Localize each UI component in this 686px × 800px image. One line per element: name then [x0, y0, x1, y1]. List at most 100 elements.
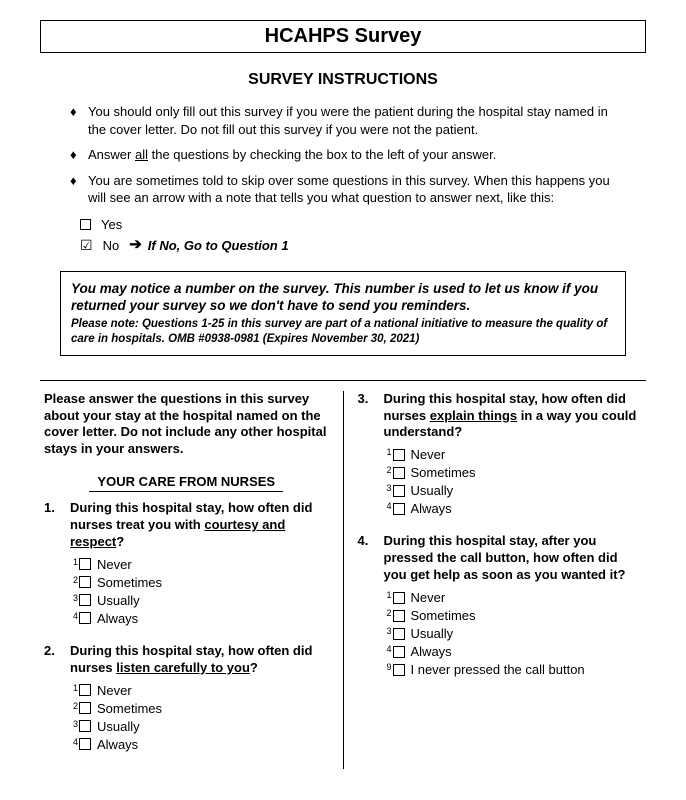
checkbox-icon[interactable]	[79, 576, 91, 588]
intro-text: Please answer the questions in this surv…	[44, 391, 329, 459]
checkbox-icon[interactable]	[393, 485, 405, 497]
checkbox-icon[interactable]	[393, 503, 405, 515]
option-sup: 4	[384, 502, 392, 511]
instruction-bullets: ♦ You should only fill out this survey i…	[70, 103, 616, 207]
option-label: Usually	[411, 483, 454, 498]
answer-option[interactable]: 4Always	[70, 737, 329, 752]
option-sup: 3	[70, 594, 78, 603]
text-underline: explain things	[430, 408, 517, 423]
skip-instruction: If No, Go to Question 1	[148, 236, 289, 256]
left-column: Please answer the questions in this surv…	[40, 391, 344, 769]
bullet-item: ♦ Answer all the questions by checking t…	[70, 146, 616, 164]
answer-option[interactable]: 2 Sometimes	[70, 575, 329, 590]
option-label: Always	[97, 611, 138, 626]
checkbox-icon[interactable]	[79, 612, 91, 624]
option-label: Always	[411, 501, 452, 516]
checkbox-icon	[80, 219, 91, 230]
answer-option[interactable]: 3 Usually	[384, 626, 643, 641]
checkbox-icon[interactable]	[393, 646, 405, 658]
text-underline: listen carefully to you	[116, 660, 250, 675]
question-4: 4. During this hospital stay, after you …	[358, 533, 643, 680]
option-label: Sometimes	[97, 701, 162, 716]
option-label: Usually	[97, 719, 140, 734]
checkbox-icon[interactable]	[79, 702, 91, 714]
checkbox-icon[interactable]	[79, 684, 91, 696]
checkbox-icon[interactable]	[393, 449, 405, 461]
question-number: 4.	[358, 533, 384, 680]
answer-option[interactable]: 3Usually	[384, 483, 643, 498]
question-number: 2.	[44, 643, 70, 755]
option-sup: 2	[70, 702, 78, 711]
option-label: Always	[411, 644, 452, 659]
answer-option[interactable]: 1Never	[70, 557, 329, 572]
note-box: You may notice a number on the survey. T…	[60, 271, 626, 356]
example-label: No	[103, 236, 120, 256]
checkbox-icon[interactable]	[79, 558, 91, 570]
option-label: Never	[411, 590, 446, 605]
survey-title: HCAHPS Survey	[40, 20, 646, 53]
bullet-item: ♦ You should only fill out this survey i…	[70, 103, 616, 138]
question-text: During this hospital stay, how often did…	[70, 500, 329, 551]
option-sup: 1	[384, 448, 392, 457]
question-text: During this hospital stay, how often did…	[384, 391, 643, 442]
answer-option[interactable]: 4Always	[70, 611, 329, 626]
answer-option[interactable]: 1 Never	[384, 590, 643, 605]
answer-option[interactable]: 3 Usually	[70, 719, 329, 734]
option-sup: 2	[384, 609, 392, 618]
bullet-text: You should only fill out this survey if …	[88, 103, 616, 138]
checkbox-icon[interactable]	[393, 628, 405, 640]
option-sup: 2	[70, 576, 78, 585]
text-segment: ?	[116, 534, 124, 549]
text-segment: the questions by checking the box to the…	[148, 147, 496, 162]
checkbox-icon[interactable]	[393, 610, 405, 622]
note-main: You may notice a number on the survey. T…	[71, 280, 615, 315]
answer-option[interactable]: 4 Always	[384, 501, 643, 516]
question-1: 1. During this hospital stay, how often …	[44, 500, 329, 629]
question-number: 3.	[358, 391, 384, 520]
answer-option[interactable]: 2 Sometimes	[70, 701, 329, 716]
option-label: Sometimes	[97, 575, 162, 590]
checkbox-icon[interactable]	[393, 592, 405, 604]
option-label: Never	[411, 447, 446, 462]
arrow-icon: ➔	[129, 234, 142, 257]
option-label: Never	[97, 683, 132, 698]
answer-option[interactable]: 2 Sometimes	[384, 608, 643, 623]
bullet-text: You are sometimes told to skip over some…	[88, 172, 616, 207]
question-number: 1.	[44, 500, 70, 629]
checkbox-checked-icon: ☑	[80, 235, 93, 256]
option-sup: 3	[70, 720, 78, 729]
instructions-heading: SURVEY INSTRUCTIONS	[20, 71, 666, 89]
checkbox-icon[interactable]	[79, 720, 91, 732]
question-2: 2. During this hospital stay, how often …	[44, 643, 329, 755]
note-sub: Please note: Questions 1-25 in this surv…	[71, 317, 615, 347]
diamond-icon: ♦	[70, 146, 88, 164]
checkbox-icon[interactable]	[393, 664, 405, 676]
answer-option[interactable]: 1Never	[70, 683, 329, 698]
option-label: Always	[97, 737, 138, 752]
text-segment: Answer	[88, 147, 135, 162]
diamond-icon: ♦	[70, 172, 88, 207]
divider	[40, 380, 646, 381]
question-text: During this hospital stay, how often did…	[70, 643, 329, 677]
checkbox-icon[interactable]	[393, 467, 405, 479]
option-label: Usually	[97, 593, 140, 608]
answer-option[interactable]: 1 Never	[384, 447, 643, 462]
question-3: 3. During this hospital stay, how often …	[358, 391, 643, 520]
skip-example: Yes ☑ No ➔ If No, Go to Question 1	[80, 215, 666, 257]
option-label: Sometimes	[411, 608, 476, 623]
option-sup: 1	[384, 591, 392, 600]
answer-option[interactable]: 9I never pressed the call button	[384, 662, 643, 677]
option-sup: 3	[384, 627, 392, 636]
checkbox-icon[interactable]	[79, 594, 91, 606]
checkbox-icon[interactable]	[79, 738, 91, 750]
answer-option[interactable]: 4Always	[384, 644, 643, 659]
answer-option[interactable]: 2Sometimes	[384, 465, 643, 480]
text-underline: all	[135, 147, 148, 162]
section-heading: YOUR CARE FROM NURSES	[89, 474, 283, 492]
answer-option[interactable]: 3 Usually	[70, 593, 329, 608]
option-label: Never	[97, 557, 132, 572]
option-sup: 2	[384, 466, 392, 475]
text-segment: ?	[250, 660, 258, 675]
diamond-icon: ♦	[70, 103, 88, 138]
option-label: Usually	[411, 626, 454, 641]
